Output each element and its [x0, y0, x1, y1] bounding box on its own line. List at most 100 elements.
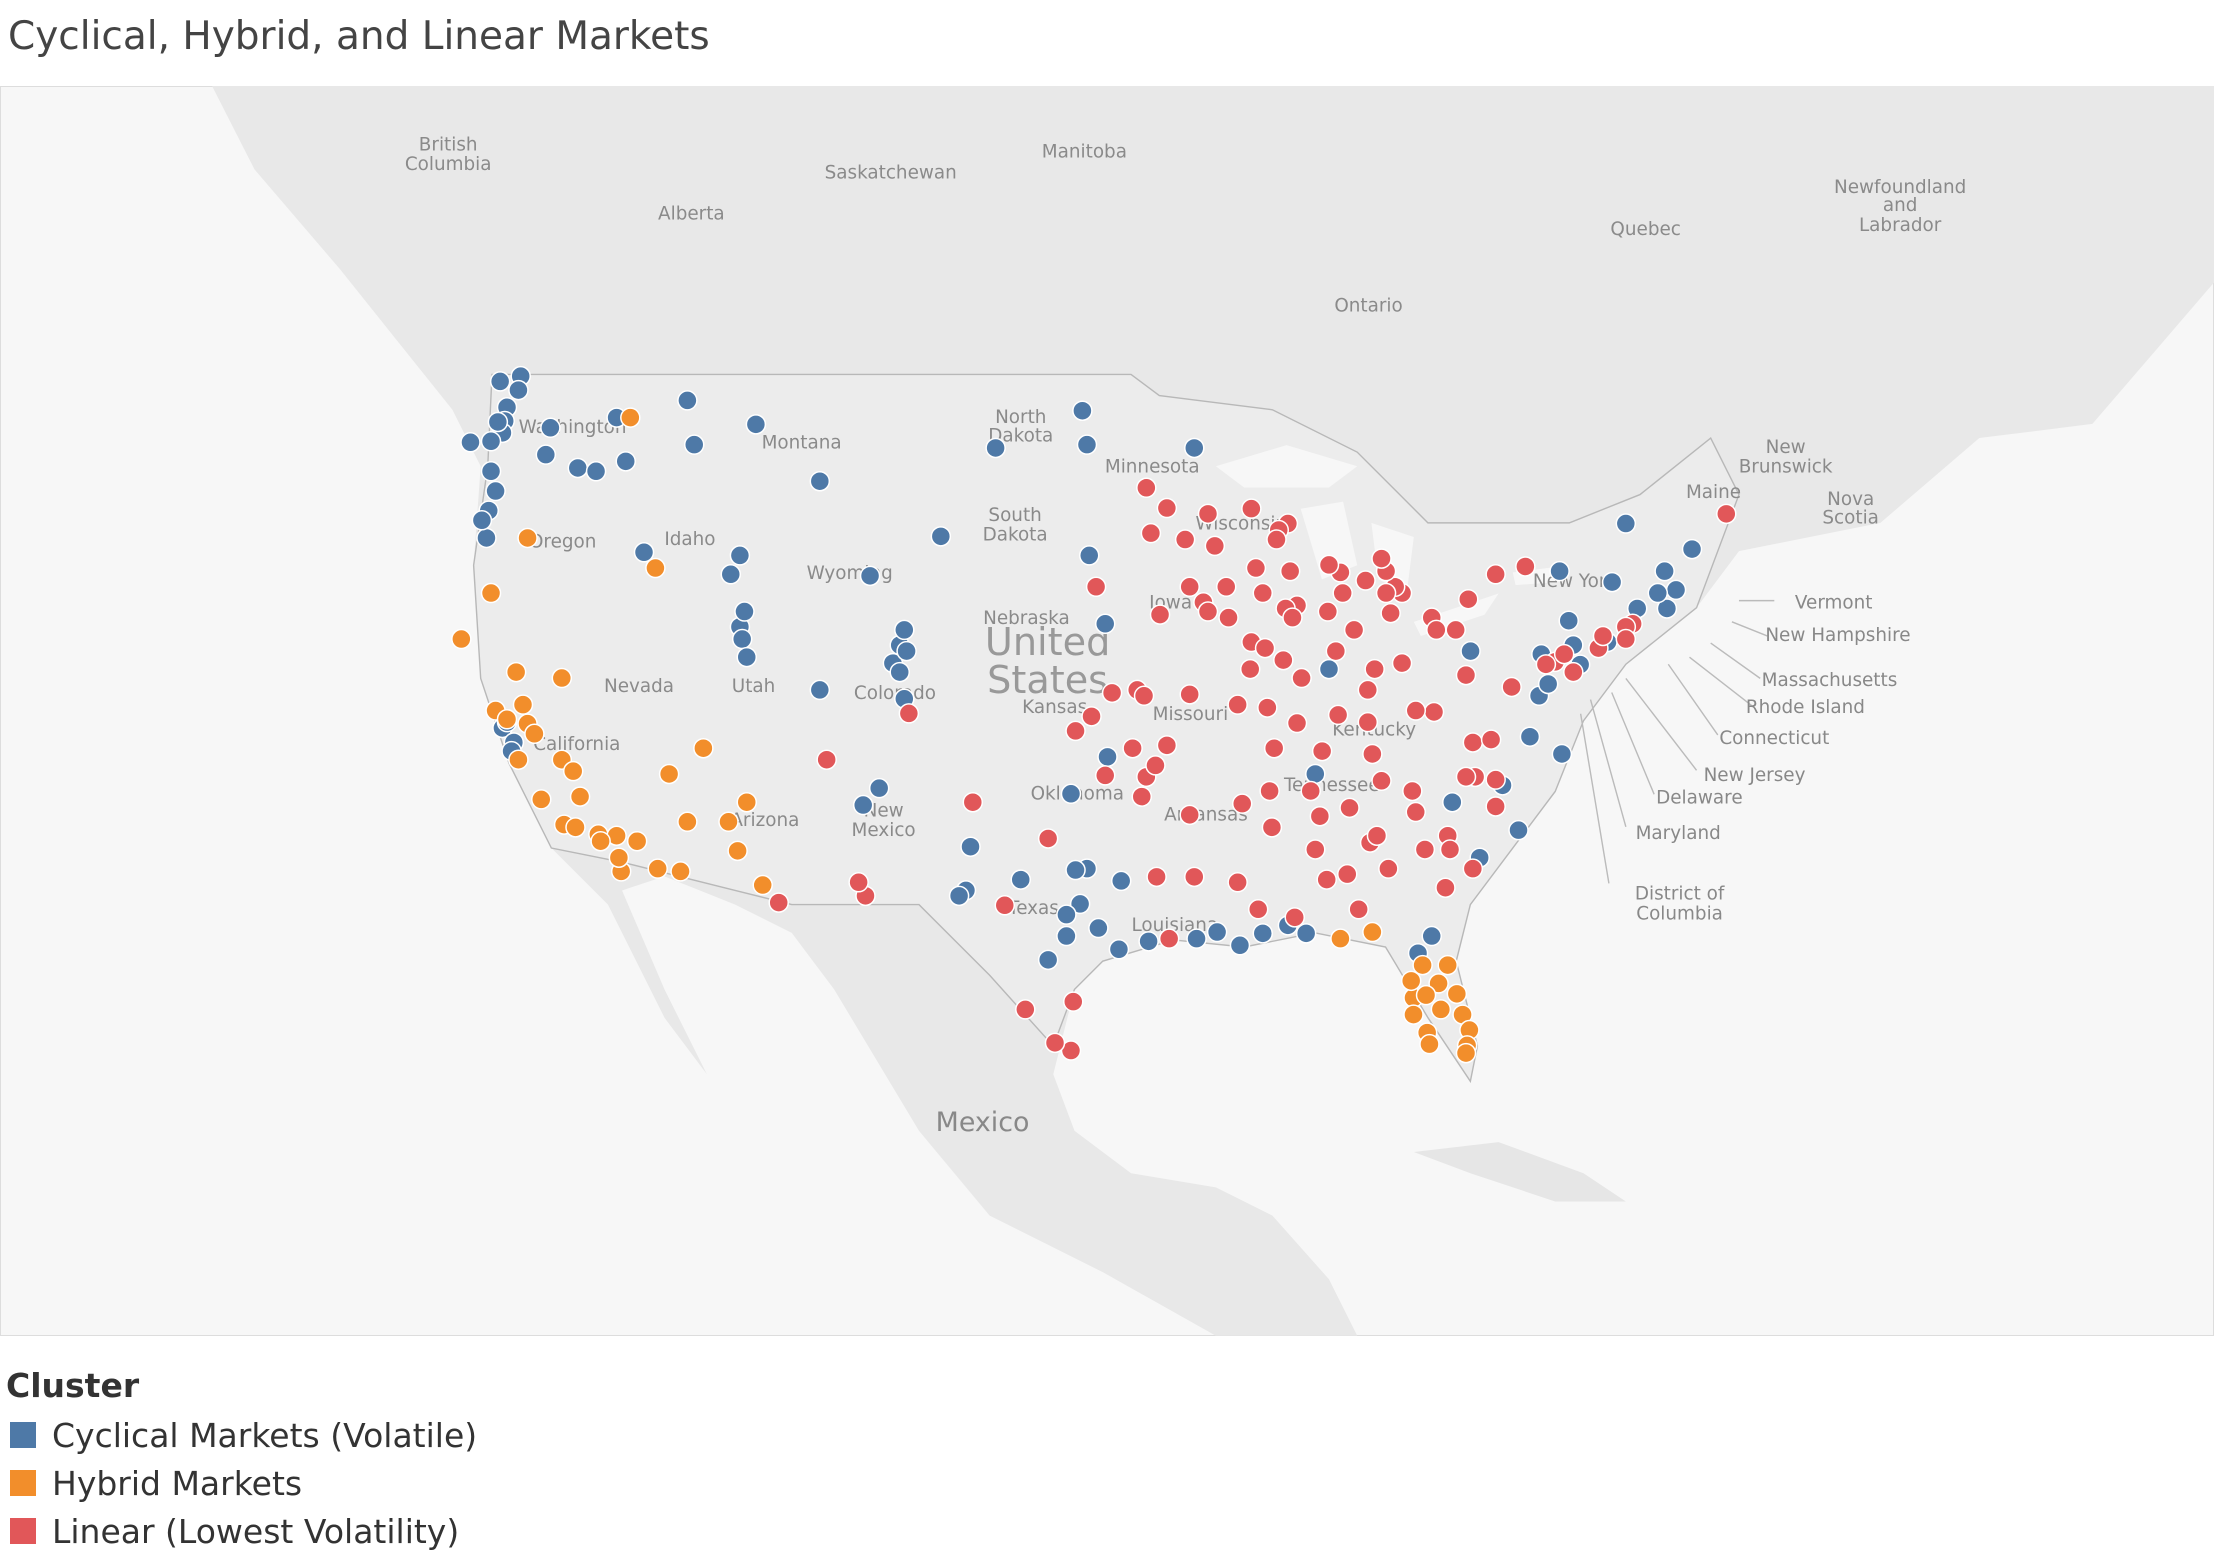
map: British Columbia Alberta Saskatchewan Ma… [0, 86, 2214, 1336]
market-dot [1378, 858, 1399, 879]
map-label: Nevada [604, 676, 674, 697]
market-dot [1330, 928, 1351, 949]
map-label: Nova [1827, 489, 1874, 510]
market-dot [562, 760, 584, 782]
market-dot [1480, 729, 1502, 750]
basemap: British Columbia Alberta Saskatchewan Ma… [212, 86, 2214, 1336]
market-dot [1355, 570, 1376, 591]
market-dot [480, 461, 502, 482]
market-dot [1332, 582, 1353, 604]
market-dot [1215, 576, 1237, 598]
leader-lines [1579, 599, 1775, 884]
market-dot [1204, 535, 1226, 557]
market-dot [1430, 999, 1452, 1020]
market-dot [1136, 477, 1157, 499]
market-dot [1069, 893, 1091, 915]
market-dot [508, 379, 529, 401]
map-label: Arizona [730, 810, 799, 831]
market-dot [683, 434, 705, 455]
market-dot [1419, 1033, 1440, 1055]
market-dot [1462, 732, 1484, 753]
market-dot [1257, 697, 1278, 718]
market-dot [1179, 804, 1200, 826]
market-dot [1317, 601, 1339, 622]
great-lakes [1215, 445, 1570, 636]
market-dot [1273, 649, 1294, 671]
market-dot [1426, 619, 1447, 641]
market-dot [1044, 1032, 1066, 1054]
market-dot [620, 407, 641, 428]
market-dot [1485, 796, 1506, 817]
market-dot [1227, 872, 1248, 893]
market-dot [1339, 797, 1360, 819]
map-label: Maryland [1636, 823, 1721, 844]
market-dot [894, 619, 915, 641]
map-label: Wisconsin [1195, 513, 1287, 534]
market-dot [1421, 925, 1442, 947]
market-dot [1252, 582, 1274, 604]
market-dot [1437, 954, 1458, 976]
market-dot [1282, 607, 1303, 628]
market-dot [809, 470, 831, 492]
market-dot [1647, 582, 1669, 604]
market-dot [480, 431, 502, 452]
legend-label: Hybrid Markets [52, 1463, 303, 1503]
map-label: Nebraska [983, 608, 1070, 629]
map-label: Ontario [1334, 296, 1402, 317]
market-dot [485, 480, 506, 502]
market-dot [1037, 949, 1059, 971]
markets [451, 365, 1737, 1064]
market-dot [1037, 828, 1059, 849]
market-dot [736, 646, 758, 668]
market-dot [816, 749, 837, 770]
legend-swatch [10, 1470, 36, 1496]
legend-title: Cluster [6, 1366, 140, 1405]
market-dot [1145, 755, 1166, 776]
market-dot [633, 542, 655, 563]
market-dot [1110, 870, 1132, 892]
market-dot [1601, 571, 1623, 593]
market-dot [1241, 498, 1262, 519]
market-dot [1400, 970, 1422, 992]
market-dot [720, 564, 742, 585]
map-label: Columbia [1636, 903, 1723, 924]
market-dot [1537, 673, 1559, 695]
map-label: United [985, 621, 1110, 665]
market-dot [896, 640, 917, 662]
map-label: Colorado [854, 683, 936, 704]
market-dot [868, 777, 890, 799]
market-dot [1081, 706, 1102, 727]
market-dot [505, 661, 527, 683]
market-dot [1252, 923, 1274, 944]
market-dot [1681, 538, 1703, 560]
market-dot [626, 830, 648, 852]
market-dot [569, 786, 591, 807]
market-dot [1403, 1004, 1424, 1025]
market-dot [1439, 839, 1461, 860]
market-dot [565, 817, 586, 838]
market-dot [1227, 694, 1248, 715]
map-label: Missouri [1153, 704, 1229, 725]
market-dot [1458, 588, 1479, 610]
market-dot [1140, 522, 1162, 544]
map-label: South [988, 505, 1041, 526]
market-dot [1094, 765, 1116, 786]
market-dot [1553, 643, 1575, 665]
market-dot [677, 390, 698, 411]
map-label: Kansas [1022, 697, 1087, 718]
market-dot [1305, 763, 1326, 785]
market-dot [1485, 564, 1506, 585]
market-dot [1535, 654, 1557, 675]
market-dot [517, 527, 538, 549]
market-dot [1247, 899, 1269, 920]
map-label: Texas [1007, 898, 1059, 919]
legend-swatch [10, 1518, 36, 1544]
market-dot [1101, 682, 1123, 704]
market-dot [1261, 817, 1283, 838]
market-dot [1455, 664, 1477, 686]
market-dot [476, 527, 497, 549]
market-dot [540, 417, 561, 439]
market-dot [930, 526, 952, 547]
map-label: Dakota [988, 426, 1053, 447]
market-dot [1442, 791, 1463, 813]
